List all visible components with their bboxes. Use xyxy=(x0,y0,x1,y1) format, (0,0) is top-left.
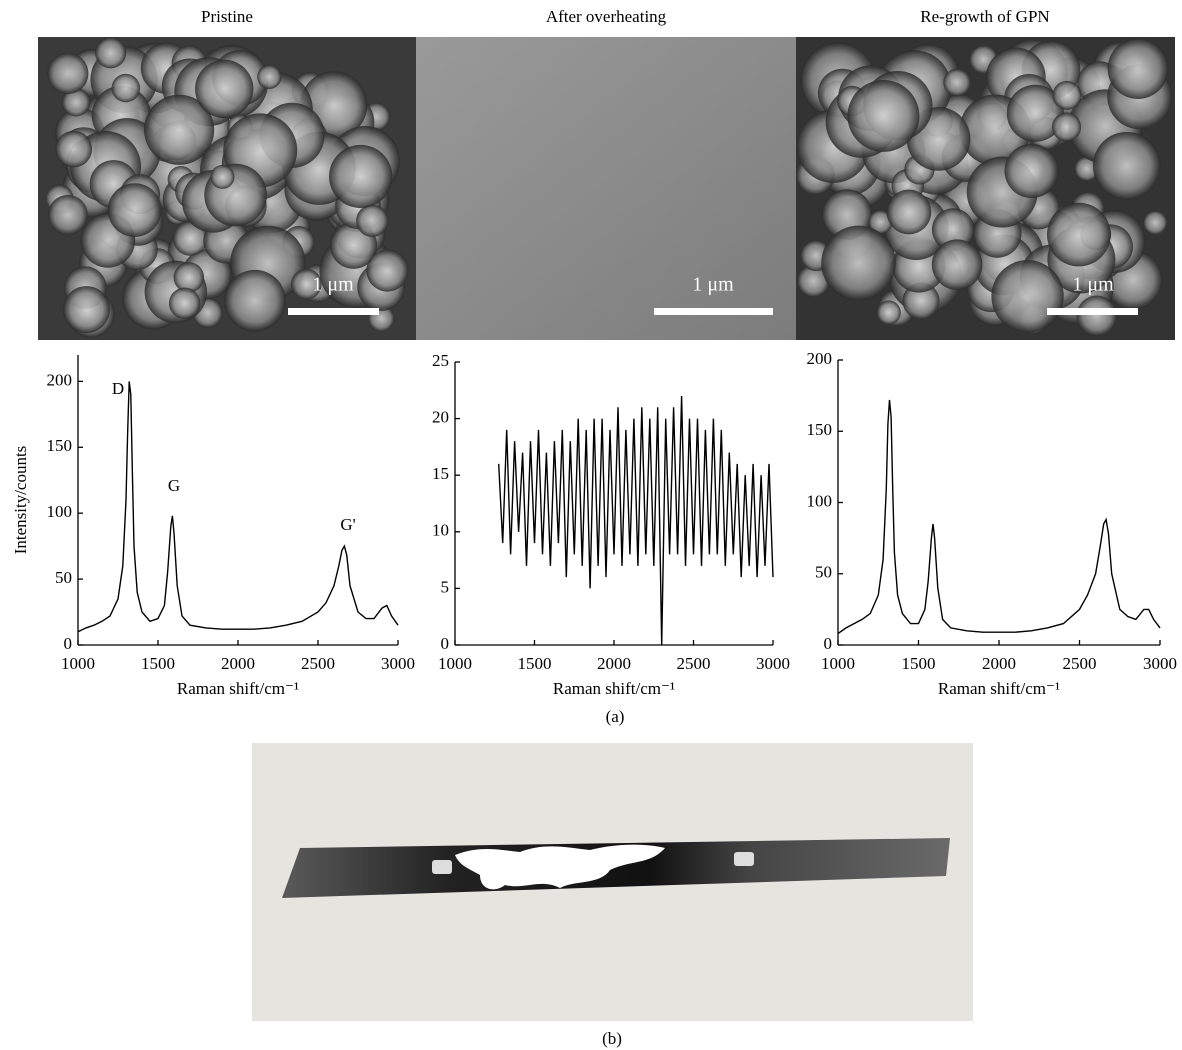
x-tick-label: 2000 xyxy=(982,654,1016,673)
texture xyxy=(1143,210,1168,235)
y-tick-label: 50 xyxy=(55,568,72,587)
texture xyxy=(1006,84,1064,142)
y-tick-label: 15 xyxy=(432,464,449,483)
texture xyxy=(111,73,141,103)
x-tick-label: 1500 xyxy=(518,654,552,673)
texture xyxy=(47,195,88,235)
x-tick-label: 2500 xyxy=(677,654,711,673)
x-tick-label: 3000 xyxy=(1143,654,1177,673)
y-tick-label: 100 xyxy=(807,491,833,510)
texture xyxy=(144,94,215,165)
texture xyxy=(847,80,920,152)
x-tick-label: 2500 xyxy=(1063,654,1097,673)
texture xyxy=(943,68,971,97)
x-tick-label: 3000 xyxy=(381,654,415,673)
texture xyxy=(991,260,1064,333)
panel-title: Re-growth of GPN xyxy=(920,7,1049,26)
texture xyxy=(95,37,127,69)
scale-bar xyxy=(1047,308,1138,315)
texture xyxy=(172,220,209,256)
texture xyxy=(210,164,235,189)
scale-bar xyxy=(654,308,773,315)
texture xyxy=(1004,143,1059,199)
x-tick-label: 1500 xyxy=(141,654,175,673)
texture xyxy=(173,262,205,293)
texture xyxy=(356,204,389,237)
photo xyxy=(252,743,973,1021)
y-tick-label: 25 xyxy=(432,351,449,370)
y-tick-label: 5 xyxy=(441,577,450,596)
x-tick-label: 1000 xyxy=(438,654,472,673)
texture xyxy=(257,64,282,89)
panel-title: After overheating xyxy=(546,7,667,26)
spectrum-line xyxy=(837,399,1161,635)
texture xyxy=(1052,112,1082,142)
spectrum-line xyxy=(77,381,399,633)
texture xyxy=(1107,38,1169,99)
texture xyxy=(62,286,110,334)
y-tick-label: 150 xyxy=(807,420,833,439)
texture xyxy=(107,183,162,237)
y-axis-label: Intensity/counts xyxy=(11,446,30,555)
texture xyxy=(55,130,93,168)
texture xyxy=(61,88,91,117)
x-tick-label: 2500 xyxy=(301,654,335,673)
x-axis-label: Raman shift/cm⁻¹ xyxy=(553,679,675,698)
texture xyxy=(291,268,322,300)
texture xyxy=(1074,156,1100,182)
annotation: D xyxy=(112,379,124,398)
texture xyxy=(47,52,89,95)
texture xyxy=(366,249,409,292)
y-tick-label: 0 xyxy=(441,634,450,653)
texture xyxy=(1052,80,1082,110)
texture xyxy=(868,209,893,235)
spectrum-line xyxy=(498,395,774,646)
y-tick-label: 50 xyxy=(815,563,832,582)
sem-image xyxy=(38,37,416,340)
x-tick-label: 3000 xyxy=(756,654,790,673)
texture xyxy=(224,269,286,332)
annotation: G xyxy=(168,476,180,495)
y-tick-label: 100 xyxy=(47,502,73,521)
scale-bar-label: 1 μm xyxy=(692,274,734,296)
scale-bar xyxy=(288,308,379,315)
x-tick-label: 2000 xyxy=(221,654,255,673)
x-axis-label: Raman shift/cm⁻¹ xyxy=(177,679,299,698)
y-tick-label: 200 xyxy=(807,349,833,368)
caption: (b) xyxy=(602,1029,622,1048)
texture xyxy=(821,225,896,301)
texture xyxy=(1046,202,1111,267)
annotation: G' xyxy=(340,515,355,534)
texture xyxy=(1092,131,1161,200)
texture xyxy=(329,144,393,209)
texture xyxy=(797,264,830,298)
texture xyxy=(876,300,901,325)
texture xyxy=(1076,295,1117,336)
y-tick-label: 10 xyxy=(432,521,449,540)
y-tick-label: 20 xyxy=(432,408,449,427)
x-tick-label: 1500 xyxy=(902,654,936,673)
scale-bar-label: 1 μm xyxy=(312,274,354,296)
y-tick-label: 150 xyxy=(47,436,73,455)
scale-bar-label: 1 μm xyxy=(1072,274,1114,296)
x-tick-label: 2000 xyxy=(597,654,631,673)
caption: (a) xyxy=(606,707,625,726)
y-tick-label: 0 xyxy=(64,634,73,653)
texture xyxy=(931,239,983,290)
texture xyxy=(902,282,940,320)
texture xyxy=(931,208,975,251)
panel-title: Pristine xyxy=(201,7,253,26)
sem-image xyxy=(796,37,1175,340)
sem-image xyxy=(416,37,796,340)
texture xyxy=(886,189,932,235)
texture xyxy=(195,59,254,119)
texture xyxy=(168,287,201,319)
y-tick-label: 0 xyxy=(824,634,833,653)
x-axis-label: Raman shift/cm⁻¹ xyxy=(938,679,1060,698)
y-tick-label: 200 xyxy=(47,370,73,389)
x-tick-label: 1000 xyxy=(61,654,95,673)
x-tick-label: 1000 xyxy=(821,654,855,673)
